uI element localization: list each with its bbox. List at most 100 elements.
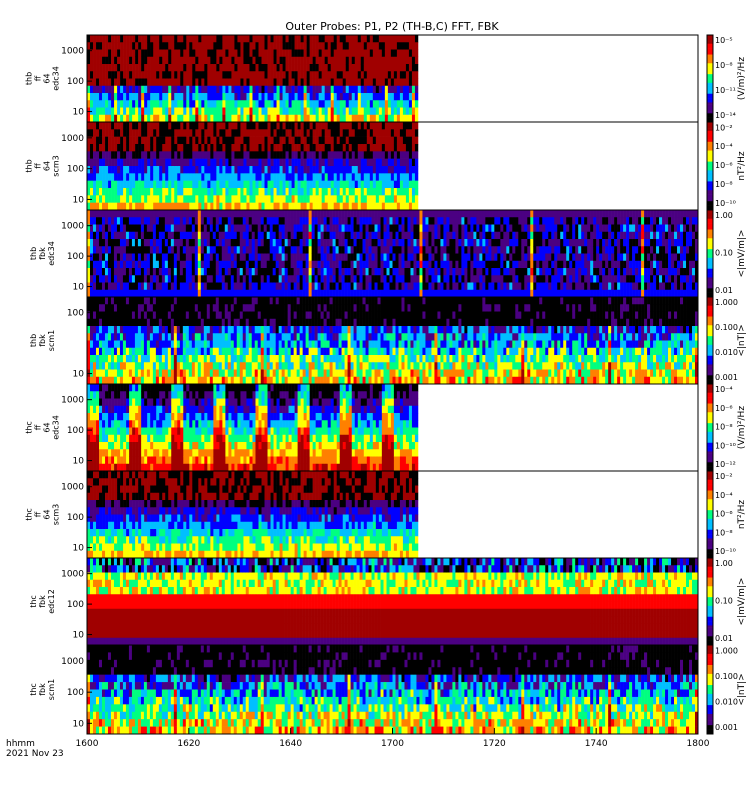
spectrogram-cell bbox=[629, 239, 633, 247]
spectrogram-cell bbox=[125, 268, 130, 276]
spectrogram-cell bbox=[192, 100, 196, 108]
spectrogram-cell bbox=[530, 268, 534, 276]
spectrogram-cell bbox=[96, 35, 100, 43]
spectrogram-cell bbox=[569, 289, 573, 298]
spectrogram-cell bbox=[372, 129, 377, 137]
spectrogram-cell bbox=[332, 253, 336, 262]
spectrogram-cell bbox=[117, 136, 121, 145]
spectrogram-cell bbox=[282, 180, 286, 189]
spectrogram-cell bbox=[309, 93, 313, 101]
spectrogram-cell bbox=[500, 275, 504, 283]
spectrogram-cell bbox=[134, 210, 139, 218]
spectrogram-cell bbox=[482, 282, 486, 291]
colorbar-step bbox=[707, 183, 713, 187]
spectrogram-cell bbox=[192, 107, 196, 116]
spectrogram-cell bbox=[342, 114, 347, 123]
spectrogram-cell bbox=[611, 224, 615, 233]
spectrogram-cell bbox=[503, 231, 507, 240]
spectrogram-cell bbox=[90, 122, 94, 130]
spectrogram-cell bbox=[354, 129, 359, 137]
spectrogram-cell bbox=[207, 122, 211, 130]
spectrogram-cell bbox=[138, 195, 142, 203]
spectrogram-cell bbox=[282, 49, 286, 58]
spectrogram-cell bbox=[224, 224, 229, 233]
spectrogram-cell bbox=[399, 49, 404, 58]
spectrogram-cell bbox=[155, 268, 160, 276]
spectrogram-cell bbox=[108, 100, 112, 108]
spectrogram-cell bbox=[225, 64, 229, 72]
spectrogram-cell bbox=[410, 275, 414, 283]
spectrogram-cell bbox=[333, 158, 338, 167]
colorbar-step bbox=[707, 93, 713, 97]
spectrogram-cell bbox=[146, 289, 151, 298]
spectrogram-cell bbox=[302, 268, 306, 276]
spectrogram-cell bbox=[404, 275, 408, 283]
spectrogram-cell bbox=[99, 42, 103, 50]
spectrogram-cell bbox=[485, 282, 489, 291]
spectrogram-cell bbox=[261, 158, 265, 167]
spectrogram-cell bbox=[548, 231, 552, 240]
spectrogram-cell bbox=[224, 289, 229, 298]
spectrogram-cell bbox=[357, 85, 362, 94]
spectrogram-cell bbox=[375, 188, 380, 196]
spectrogram-cell bbox=[159, 56, 163, 65]
spectrogram-cell bbox=[375, 85, 380, 94]
spectrogram-cell bbox=[321, 35, 325, 43]
spectrogram-cell bbox=[327, 71, 332, 79]
spectrogram-cell bbox=[129, 122, 133, 130]
spectrogram-cell bbox=[509, 239, 513, 247]
spectrogram-cell bbox=[243, 136, 247, 145]
spectrogram-cell bbox=[126, 180, 130, 189]
spectrogram-cell bbox=[455, 289, 459, 298]
spectrogram-cell bbox=[560, 268, 564, 276]
spectrogram-cell bbox=[210, 158, 214, 167]
spectrogram-cell bbox=[359, 246, 363, 254]
spectrogram-cell bbox=[324, 166, 328, 174]
spectrogram-cell bbox=[258, 188, 262, 196]
spectrogram-cell bbox=[243, 35, 247, 43]
spectrogram-cell bbox=[180, 136, 184, 145]
spectrogram-cell bbox=[273, 85, 277, 94]
spectrogram-cell bbox=[282, 35, 286, 43]
colorbar-step bbox=[707, 192, 713, 195]
spectrogram-cell bbox=[437, 275, 441, 283]
spectrogram-cell bbox=[306, 180, 310, 189]
spectrogram-cell bbox=[282, 144, 286, 152]
spectrogram-cell bbox=[119, 246, 124, 254]
spectrogram-cell bbox=[278, 268, 282, 276]
spectrogram-cell bbox=[122, 289, 127, 298]
spectrogram-cell bbox=[134, 224, 139, 233]
spectrogram-cell bbox=[102, 166, 106, 174]
spectrogram-cell bbox=[203, 239, 208, 247]
spectrogram-cell bbox=[165, 129, 169, 137]
spectrogram-cell bbox=[542, 289, 546, 298]
spectrogram-cell bbox=[384, 114, 389, 123]
spectrogram-cell bbox=[144, 144, 148, 152]
spectrogram-cell bbox=[291, 114, 295, 123]
spectrogram-cell bbox=[153, 158, 157, 167]
spectrogram-cell bbox=[369, 180, 374, 189]
spectrogram-cell bbox=[246, 35, 250, 43]
spectrogram-cell bbox=[390, 151, 395, 159]
spectrogram-cell bbox=[338, 239, 342, 247]
spectrogram-cell bbox=[240, 188, 244, 196]
spectrogram-cell bbox=[384, 173, 389, 181]
spectrogram-cell bbox=[101, 246, 106, 254]
spectrogram-cell bbox=[596, 217, 600, 225]
spectrogram-cell bbox=[395, 231, 399, 240]
spectrogram-cell bbox=[159, 85, 163, 94]
spectrogram-cell bbox=[183, 129, 187, 137]
spectrogram-cell bbox=[294, 180, 298, 189]
spectrogram-cell bbox=[437, 210, 441, 218]
spectrogram-cell bbox=[362, 260, 366, 269]
spectrogram-cell bbox=[102, 49, 106, 58]
spectrogram-cell bbox=[96, 93, 100, 101]
spectrogram-cell bbox=[243, 100, 247, 108]
spectrogram-cell bbox=[123, 195, 127, 203]
spectrogram-cell bbox=[342, 136, 347, 145]
spectrogram-cell bbox=[276, 136, 280, 145]
spectrogram-cell bbox=[234, 114, 238, 123]
spectrogram-cell bbox=[180, 49, 184, 58]
spectrogram-cell bbox=[362, 231, 366, 240]
spectrogram-cell bbox=[308, 268, 312, 276]
